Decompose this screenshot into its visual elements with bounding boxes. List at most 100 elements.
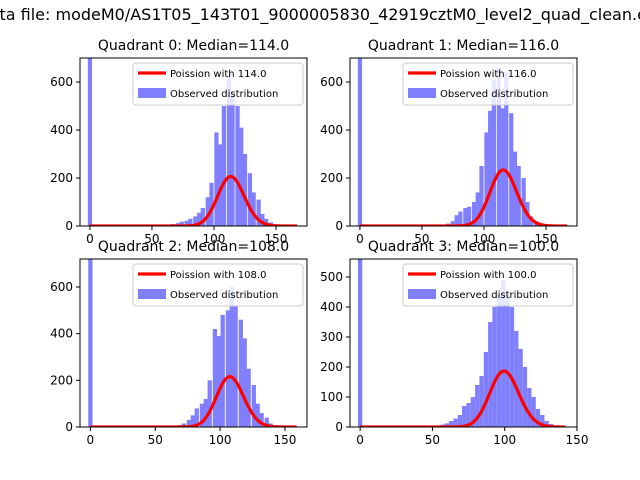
poisson-curve [359, 369, 566, 427]
histogram-bar [251, 192, 256, 226]
histogram-bar [514, 331, 519, 427]
x-tick-label: 0 [356, 433, 364, 447]
histogram-bar [535, 409, 541, 427]
histogram-bar [466, 206, 472, 226]
x-tick-label: 100 [203, 232, 226, 246]
histogram-bar [247, 173, 253, 226]
y-tick-label: 400 [50, 327, 73, 341]
legend-box [402, 62, 574, 106]
histogram-bar [220, 315, 225, 427]
y-tick-label: 200 [320, 360, 343, 374]
figure-title: Data file: modeM0/AS1T05_143T01_90000058… [0, 5, 640, 25]
histogram-bar [238, 319, 243, 427]
histogram-bar [246, 368, 251, 427]
histogram-bar [357, 58, 363, 226]
x-tick-label: 150 [273, 433, 296, 447]
poisson-curve [90, 375, 297, 427]
histogram-bar [450, 221, 456, 226]
legend-box [132, 263, 304, 307]
histogram-bar [453, 418, 458, 427]
histogram-bar [193, 216, 198, 226]
subplot-title: Quadrant 2: Median=108.0 [98, 239, 289, 255]
histogram-bar [203, 399, 208, 427]
histogram-bar [463, 208, 468, 226]
histogram-bar [194, 408, 199, 427]
histogram-bar [242, 154, 248, 226]
subplot-2: 0 50 100 150 0 200 400 600 Poission with 108.0 Ob… [50, 239, 308, 447]
histogram-bar [528, 216, 534, 226]
y-tick-label: 200 [50, 171, 73, 185]
legend-line-label: Poission with 108.0 [170, 270, 266, 281]
y-tick-label: 400 [320, 123, 343, 137]
histogram-bar [479, 166, 484, 226]
histogram-bar [233, 305, 238, 427]
y-tick-label: 600 [50, 280, 73, 294]
y-tick-label: 600 [50, 75, 73, 89]
subplot-3: 0 50 100 150 0 100 200 300 400 500 Poission with 1… [320, 239, 588, 447]
legend-bar-label: Observed distribution [170, 89, 278, 100]
histogram-bar [209, 182, 214, 226]
axes-frame [349, 258, 578, 428]
histogram-bar [527, 388, 532, 427]
legend-bar-swatch [408, 88, 436, 98]
histogram-bar [496, 295, 502, 427]
x-tick-label: 0 [356, 232, 364, 246]
histogram-bar [444, 423, 450, 427]
histogram-bar [225, 310, 231, 427]
histogram-bar [470, 397, 476, 427]
plot-area [87, 58, 298, 226]
histogram-bar [235, 106, 240, 226]
histogram-bar [531, 397, 536, 427]
histogram-bar [492, 307, 497, 427]
y-tick-label: 0 [65, 420, 73, 434]
histogram-bar [221, 106, 226, 226]
y-tick-label: 0 [335, 420, 343, 434]
legend-bar-swatch [138, 88, 166, 98]
histogram-bar [479, 376, 484, 427]
legend-box [132, 62, 304, 106]
histogram-bar [239, 127, 244, 226]
histogram-bar [229, 287, 234, 427]
histogram-bar [496, 67, 501, 226]
legend-bar-label: Observed distribution [170, 290, 278, 301]
histogram-bar [518, 349, 523, 427]
histogram-bar [242, 338, 247, 427]
axes-frame [79, 57, 308, 227]
histogram-bar [522, 367, 528, 427]
legend-bar-label: Observed distribution [440, 89, 548, 100]
y-tick-label: 600 [320, 75, 343, 89]
subplot-0: 0 50 100 150 0 200 400 600 Poission with 114.0 Ob… [50, 38, 308, 246]
legend-bar-swatch [408, 289, 436, 299]
legend-line-label: Poission with 116.0 [440, 69, 536, 80]
histogram-bar [505, 295, 510, 427]
y-tick-label: 500 [320, 270, 343, 284]
x-tick-label: 150 [566, 433, 589, 447]
histogram-bar [484, 132, 489, 226]
histogram-bar [475, 192, 480, 226]
histogram-bar [458, 211, 463, 226]
legend-box [402, 263, 574, 307]
subplot-title: Quadrant 1: Median=116.0 [368, 38, 559, 54]
x-tick-label: 150 [265, 232, 288, 246]
y-tick-label: 100 [320, 390, 343, 404]
subplot-title: Quadrant 3: Median=100.0 [368, 239, 559, 255]
y-tick-label: 400 [50, 123, 73, 137]
x-tick-label: 100 [473, 232, 496, 246]
histogram-bar [190, 415, 195, 427]
histogram-bar [491, 79, 496, 226]
histogram-bar [205, 197, 210, 226]
histogram-bar [264, 417, 269, 427]
legend-line-label: Poission with 100.0 [440, 270, 536, 281]
histogram-bar [454, 215, 459, 226]
histogram-bar [500, 108, 505, 226]
histogram-bar [449, 421, 454, 427]
y-tick-label: 200 [50, 373, 73, 387]
histogram-bar [196, 212, 202, 226]
histogram-bar [509, 113, 514, 226]
histogram-bar [260, 214, 265, 226]
histogram-bar [188, 218, 193, 226]
plot-area [357, 259, 566, 427]
histogram-bar [457, 415, 463, 427]
subplot-title: Quadrant 0: Median=114.0 [98, 38, 289, 54]
histogram-bar [251, 385, 256, 427]
